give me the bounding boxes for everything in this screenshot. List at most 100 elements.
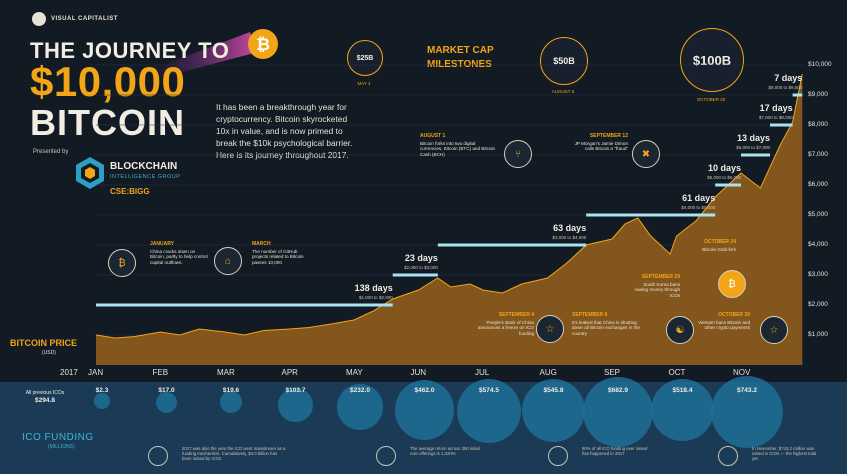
milestone-badge-1: $25B bbox=[347, 40, 383, 76]
x-tick-label: OCT bbox=[668, 368, 686, 377]
fork-icon: ⑂ bbox=[504, 140, 532, 168]
day-range-sublabel: $5,000 to $6,000 bbox=[707, 175, 741, 180]
y-tick-label: $8,000 bbox=[808, 121, 828, 128]
day-range-sublabel: $2,000 to $3,000 bbox=[404, 265, 438, 270]
title-line-2: $10,000 bbox=[30, 58, 186, 105]
x-tick-label: SEP bbox=[604, 368, 621, 377]
ico-value: $232.0 bbox=[350, 387, 370, 394]
day-range-label: 17 days bbox=[759, 103, 793, 113]
x-tick-label: JUL bbox=[475, 368, 490, 377]
china-event-icon: ₿ bbox=[108, 249, 136, 277]
event-october-30: OCTOBER 30 Vietnam bans Bitcoin and other… bbox=[697, 312, 750, 331]
ico-value: $574.5 bbox=[479, 387, 499, 394]
ico-value: $518.4 bbox=[672, 387, 693, 394]
day-range-sublabel: $8,000 to $9,000 bbox=[768, 85, 803, 90]
sponsor-name: BLOCKCHAIN bbox=[110, 161, 178, 172]
milestone-date-1: MAY 4 bbox=[357, 81, 371, 86]
day-range-bar bbox=[770, 123, 793, 127]
ico-bubble bbox=[583, 377, 653, 447]
publisher-logo-icon bbox=[32, 12, 46, 26]
y-tick-label: $2,000 bbox=[808, 301, 828, 308]
day-range-sublabel: $4,000 to $5,000 bbox=[681, 205, 716, 210]
title-line-1: THE JOURNEY TO bbox=[30, 38, 230, 63]
day-range-bar bbox=[715, 183, 741, 187]
event-august-1: AUGUST 1 Bitcoin forks into two digital c… bbox=[420, 133, 496, 157]
day-range-label: 10 days bbox=[707, 163, 741, 173]
milestone-badge-3: $100B bbox=[680, 28, 744, 92]
ico-value: $743.2 bbox=[737, 387, 757, 394]
ico-bubble bbox=[651, 379, 714, 442]
day-range-label: 7 days bbox=[774, 73, 803, 83]
ico-value: $545.8 bbox=[543, 387, 564, 394]
ico-bubble bbox=[278, 387, 313, 423]
bitcoin-gold-icon: ₿ bbox=[718, 270, 746, 298]
ico-all-previous-value: $294.8 bbox=[35, 397, 55, 404]
publisher-name: VISUAL CAPITALIST bbox=[51, 16, 118, 22]
price-line bbox=[95, 73, 803, 339]
day-range-label: 13 days bbox=[737, 133, 771, 143]
y-tick-label: $10,000 bbox=[808, 61, 832, 68]
ico-bubble bbox=[456, 378, 522, 444]
x-tick-label: MAY bbox=[346, 368, 363, 377]
price-axis-title: BITCOIN PRICE bbox=[10, 338, 78, 348]
ico-value: $17.0 bbox=[158, 387, 175, 394]
ico-funding-unit: (MILLIONS) bbox=[48, 444, 75, 450]
footnote-1-icon bbox=[148, 446, 168, 466]
day-range-sublabel: $1,000 to $2,000 bbox=[358, 295, 393, 300]
milestones-title-line-1: MARKET CAP bbox=[427, 45, 494, 56]
ico-value: $462.0 bbox=[414, 387, 435, 394]
github-icon: ⌂ bbox=[214, 247, 242, 275]
day-range-label: 61 days bbox=[682, 193, 716, 203]
y-tick-label: $3,000 bbox=[808, 271, 828, 278]
ico-value: $2.3 bbox=[95, 387, 109, 394]
event-september-29: SEPTEMBER 29 South Korea bans raising mon… bbox=[634, 274, 680, 298]
footnote-3: 90% of all ICO funding ever raised has h… bbox=[582, 446, 648, 457]
x-tick-label: NOV bbox=[733, 368, 751, 377]
y-tick-label: $6,000 bbox=[808, 181, 828, 188]
korea-icon: ☯ bbox=[666, 316, 694, 344]
bitcoin-coin-icon bbox=[248, 29, 278, 59]
coin-trail bbox=[150, 32, 258, 78]
x-tick-label: APR bbox=[281, 368, 298, 377]
x-tick-label: MAR bbox=[217, 368, 235, 377]
freeze-icon: ☆ bbox=[536, 315, 564, 343]
price-axis-unit: (USD) bbox=[42, 350, 56, 356]
fraud-icon: ✖ bbox=[632, 140, 660, 168]
ico-bubble bbox=[337, 384, 383, 430]
day-range-bar bbox=[392, 273, 438, 277]
event-january: JANUARY China cracks down on Bitcoin, par… bbox=[150, 241, 208, 265]
milestone-date-3: OCTOBER 20 bbox=[696, 97, 726, 102]
footnote-2: The average return across 350 initial co… bbox=[410, 446, 480, 457]
footnote-3-icon bbox=[548, 446, 568, 466]
ico-funding-title: ICO FUNDING bbox=[22, 432, 94, 443]
footnote-4-icon bbox=[718, 446, 738, 466]
vietnam-star-icon: ☆ bbox=[760, 316, 788, 344]
publisher-logo: VISUAL CAPITALIST bbox=[32, 12, 118, 26]
day-range-label: 138 days bbox=[354, 283, 393, 293]
y-tick-label: $7,000 bbox=[808, 151, 828, 158]
event-september-4: SEPTEMBER 4 People's Bank of China announ… bbox=[477, 312, 534, 336]
event-march: MARCH The number of GitHub projects relat… bbox=[252, 241, 304, 265]
sponsor-subname: INTELLIGENCE GROUP bbox=[110, 174, 181, 180]
event-october-24: OCTOBER 24 Bitcoin Gold fork bbox=[702, 239, 736, 252]
ico-bubble bbox=[155, 391, 178, 413]
day-range-bar bbox=[792, 93, 803, 97]
sponsor-ticker: CSE:BIGG bbox=[110, 187, 150, 196]
title-line-3: BITCOIN bbox=[30, 102, 185, 143]
y-tick-label: $1,000 bbox=[808, 331, 828, 338]
event-september-12: SEPTEMBER 12 JP Morgan's Jamie Dimon call… bbox=[574, 133, 628, 152]
ico-value: $103.7 bbox=[285, 387, 306, 394]
price-area bbox=[96, 74, 803, 365]
ico-bubble bbox=[521, 378, 586, 443]
y-tick-label: $4,000 bbox=[808, 241, 828, 248]
y-tick-label: $9,000 bbox=[808, 91, 828, 98]
ico-bubble bbox=[94, 393, 110, 409]
day-range-label: 63 days bbox=[553, 223, 587, 233]
ico-bubble bbox=[394, 380, 455, 440]
day-range-sublabel: $7,000 to $8,000 bbox=[758, 115, 793, 120]
milestone-date-2: AUGUST 5 bbox=[551, 89, 575, 94]
ico-bubble bbox=[220, 391, 242, 414]
sponsor-logo-icon bbox=[76, 157, 104, 189]
